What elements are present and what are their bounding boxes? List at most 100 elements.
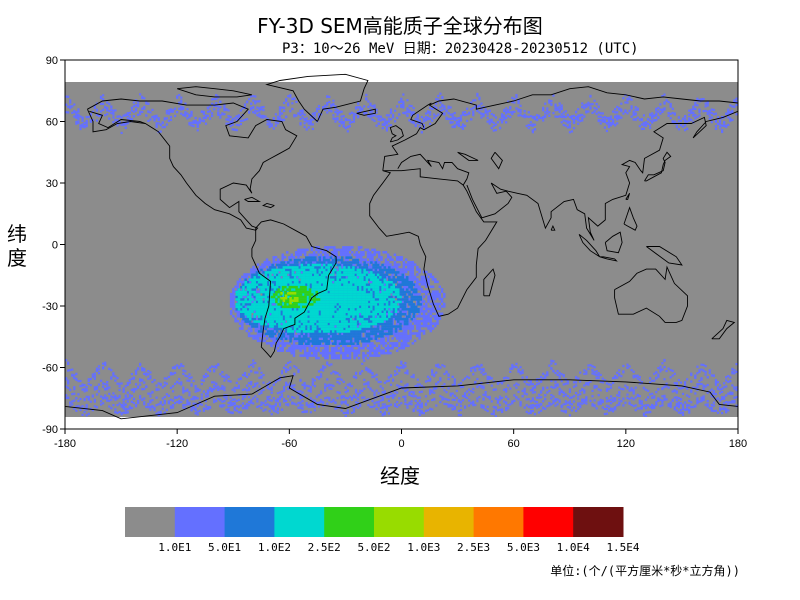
- belt-pixel: [681, 403, 685, 406]
- belt-pixel: [112, 372, 115, 375]
- belt-pixel: [178, 401, 181, 405]
- saa-pixel: [324, 246, 327, 249]
- belt-pixel: [472, 114, 475, 117]
- belt-pixel: [309, 403, 312, 406]
- saa-pixel: [303, 347, 307, 350]
- belt-pixel: [139, 93, 142, 96]
- belt-pixel: [305, 410, 308, 413]
- belt-pixel: [611, 400, 615, 403]
- belt-pixel: [500, 119, 504, 122]
- belt-pixel: [385, 380, 388, 383]
- belt-pixel: [385, 408, 388, 411]
- belt-pixel: [537, 411, 541, 414]
- belt-pixel: [241, 106, 245, 110]
- belt-pixel: [449, 106, 452, 109]
- belt-pixel: [217, 111, 220, 114]
- belt-pixel: [509, 107, 512, 110]
- belt-pixel: [143, 106, 146, 109]
- belt-pixel: [406, 371, 409, 374]
- belt-pixel: [381, 406, 384, 409]
- belt-pixel: [599, 115, 602, 118]
- belt-pixel: [338, 406, 341, 409]
- belt-pixel: [338, 120, 341, 123]
- belt-pixel: [461, 125, 465, 128]
- belt-pixel: [733, 372, 736, 375]
- belt-pixel: [243, 371, 247, 375]
- belt-pixel: [422, 124, 426, 127]
- belt-pixel: [79, 408, 82, 412]
- saa-pixel: [238, 327, 242, 330]
- belt-pixel: [663, 396, 666, 399]
- belt-pixel: [735, 103, 738, 107]
- belt-pixel: [568, 120, 572, 124]
- belt-pixel: [196, 125, 199, 128]
- belt-pixel: [560, 390, 563, 394]
- saa-pixel: [333, 246, 336, 249]
- belt-pixel: [309, 411, 312, 414]
- belt-pixel: [110, 112, 113, 115]
- belt-pixel: [525, 376, 528, 379]
- belt-pixel: [507, 384, 510, 387]
- belt-pixel: [373, 114, 376, 117]
- belt-pixel: [404, 371, 407, 374]
- belt-pixel: [293, 115, 296, 118]
- belt-pixel: [453, 124, 456, 127]
- belt-pixel: [106, 388, 109, 391]
- belt-pixel: [89, 113, 92, 116]
- belt-pixel: [173, 396, 177, 399]
- belt-pixel: [106, 383, 109, 386]
- belt-pixel: [515, 382, 518, 385]
- saa-pixel: [308, 351, 311, 355]
- belt-pixel: [729, 401, 732, 404]
- saa-pixel: [310, 246, 314, 249]
- belt-pixel: [303, 384, 306, 387]
- belt-pixel: [690, 118, 693, 122]
- belt-pixel: [145, 405, 148, 409]
- belt-pixel: [280, 390, 284, 393]
- belt-pixel: [87, 115, 90, 119]
- belt-pixel: [311, 378, 314, 381]
- belt-pixel: [211, 102, 214, 105]
- belt-pixel: [173, 367, 177, 370]
- belt-pixel: [278, 378, 282, 381]
- belt-pixel: [248, 382, 251, 385]
- belt-pixel: [431, 408, 434, 411]
- belt-pixel: [182, 388, 185, 391]
- belt-pixel: [67, 382, 70, 385]
- belt-pixel: [71, 400, 74, 403]
- belt-pixel: [326, 384, 329, 387]
- belt-pixel: [91, 373, 94, 376]
- saa-pixel: [288, 349, 291, 352]
- belt-pixel: [686, 407, 689, 411]
- saa-pixel: [241, 324, 244, 328]
- belt-pixel: [354, 372, 358, 376]
- saa-pixel: [330, 351, 334, 355]
- belt-pixel: [104, 383, 107, 386]
- belt-pixel: [389, 110, 393, 113]
- belt-pixel: [548, 100, 551, 103]
- belt-pixel: [679, 124, 683, 127]
- belt-pixel: [128, 405, 131, 408]
- belt-pixel: [287, 361, 290, 365]
- belt-pixel: [229, 411, 232, 414]
- belt-pixel: [718, 391, 722, 395]
- belt-pixel: [104, 361, 107, 364]
- belt-pixel: [626, 112, 629, 115]
- belt-pixel: [229, 404, 232, 407]
- belt-pixel: [217, 363, 220, 366]
- belt-pixel: [490, 118, 493, 121]
- belt-pixel: [396, 366, 399, 369]
- saa-pixel: [236, 315, 240, 318]
- saa-pixel: [330, 251, 334, 254]
- belt-pixel: [157, 382, 160, 385]
- belt-pixel: [346, 390, 349, 393]
- belt-pixel: [437, 381, 440, 384]
- belt-pixel: [227, 379, 230, 383]
- saa-pixel: [281, 253, 284, 257]
- belt-pixel: [599, 112, 602, 115]
- belt-pixel: [537, 405, 541, 408]
- belt-pixel: [87, 395, 90, 399]
- belt-pixel: [379, 399, 382, 402]
- belt-pixel: [190, 398, 193, 401]
- saa-pixel: [274, 347, 278, 350]
